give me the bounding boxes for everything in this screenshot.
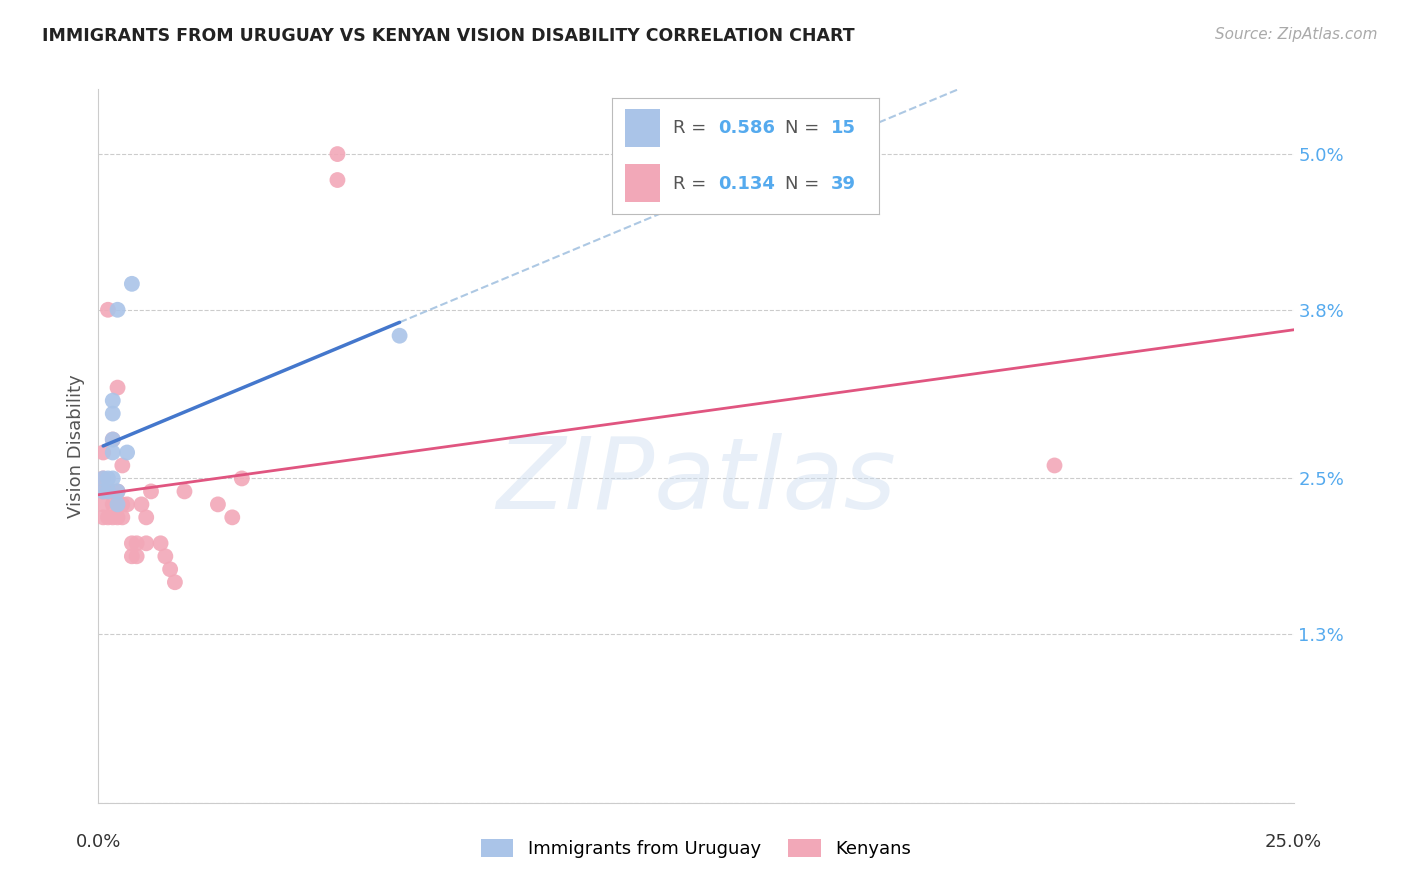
Point xyxy=(388,328,411,343)
Point xyxy=(111,510,134,524)
Point xyxy=(91,445,114,459)
Point xyxy=(91,471,114,485)
Point xyxy=(125,549,148,564)
Point xyxy=(115,445,138,459)
Point xyxy=(91,497,114,511)
Point xyxy=(101,445,124,459)
Point xyxy=(107,381,129,395)
FancyBboxPatch shape xyxy=(624,164,659,202)
Point xyxy=(231,471,253,485)
Text: 0.134: 0.134 xyxy=(718,175,775,193)
Point xyxy=(107,484,129,499)
Point xyxy=(107,497,129,511)
Point xyxy=(326,173,349,187)
Text: R =: R = xyxy=(673,120,706,137)
Text: Source: ZipAtlas.com: Source: ZipAtlas.com xyxy=(1215,27,1378,42)
Point xyxy=(97,484,120,499)
Point xyxy=(107,484,129,499)
Point xyxy=(101,471,124,485)
Point xyxy=(326,147,349,161)
Y-axis label: Vision Disability: Vision Disability xyxy=(66,374,84,518)
Point xyxy=(101,484,124,499)
Text: 0.586: 0.586 xyxy=(718,120,776,137)
Point xyxy=(131,497,153,511)
Point xyxy=(97,510,120,524)
Point xyxy=(155,549,177,564)
Point xyxy=(121,536,143,550)
FancyBboxPatch shape xyxy=(624,109,659,147)
Point xyxy=(91,510,114,524)
Point xyxy=(101,510,124,524)
Point xyxy=(221,510,243,524)
Point xyxy=(173,484,195,499)
Point xyxy=(163,575,186,590)
Legend: Immigrants from Uruguay, Kenyans: Immigrants from Uruguay, Kenyans xyxy=(474,831,918,865)
Text: ZIPatlas: ZIPatlas xyxy=(496,434,896,530)
Point xyxy=(91,484,114,499)
Point xyxy=(135,536,157,550)
Text: N =: N = xyxy=(785,175,820,193)
Point xyxy=(121,549,143,564)
Text: N =: N = xyxy=(785,120,820,137)
Point xyxy=(111,458,134,473)
Point xyxy=(107,302,129,317)
Point xyxy=(91,471,114,485)
Point xyxy=(121,277,143,291)
Point xyxy=(97,302,120,317)
Point xyxy=(149,536,172,550)
Text: 25.0%: 25.0% xyxy=(1265,833,1322,851)
Text: IMMIGRANTS FROM URUGUAY VS KENYAN VISION DISABILITY CORRELATION CHART: IMMIGRANTS FROM URUGUAY VS KENYAN VISION… xyxy=(42,27,855,45)
Point xyxy=(101,433,124,447)
Point xyxy=(111,497,134,511)
Point xyxy=(107,497,129,511)
Text: 39: 39 xyxy=(831,175,856,193)
Text: 0.0%: 0.0% xyxy=(76,833,121,851)
Point xyxy=(207,497,229,511)
Point xyxy=(159,562,181,576)
Point xyxy=(125,536,148,550)
Point xyxy=(101,433,124,447)
Point xyxy=(97,484,120,499)
Text: 15: 15 xyxy=(831,120,856,137)
Point xyxy=(91,484,114,499)
Point xyxy=(107,510,129,524)
Point xyxy=(101,497,124,511)
Point xyxy=(101,393,124,408)
Point xyxy=(115,497,138,511)
Point xyxy=(139,484,162,499)
Point xyxy=(135,510,157,524)
Text: R =: R = xyxy=(673,175,706,193)
Point xyxy=(97,471,120,485)
Point xyxy=(101,407,124,421)
Point xyxy=(1043,458,1066,473)
